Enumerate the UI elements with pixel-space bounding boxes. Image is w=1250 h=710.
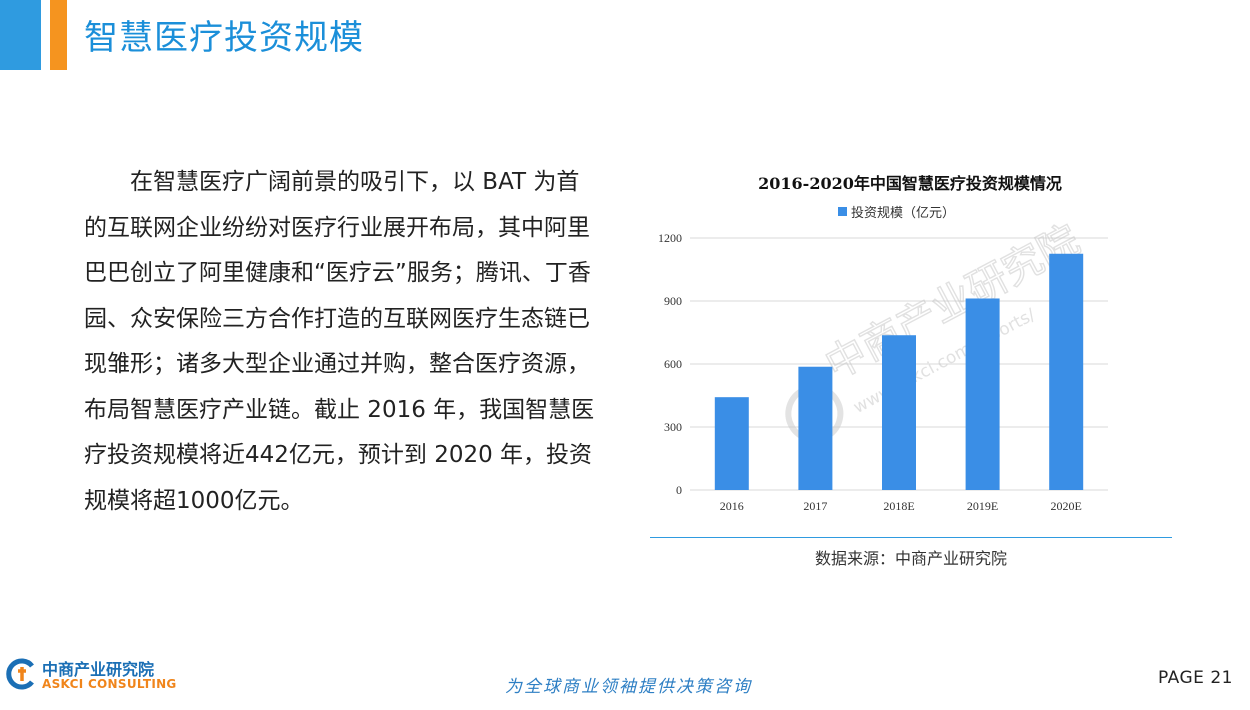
y-tick-label: 300: [664, 420, 682, 434]
x-tick-label: 2017: [803, 499, 827, 513]
bar-2017: [798, 366, 833, 490]
header-accent-orange: [50, 0, 67, 70]
source-divider: [650, 537, 1172, 538]
data-source: 数据来源：中商产业研究院: [814, 549, 1007, 568]
bar-2018E: [882, 335, 916, 490]
header-accent-blue: [0, 0, 41, 70]
page-title: 智慧医疗投资规模: [84, 18, 364, 58]
x-tick-label: 2018E: [883, 499, 914, 513]
body-paragraph: 在智慧医疗广阔前景的吸引下，以 BAT 为首的互联网企业纷纷对医疗行业展开布局，…: [84, 169, 595, 514]
bar-chart: 中商产业研究院 www.askci.com/reports/ 030060090…: [658, 220, 1108, 513]
y-tick-label: 900: [664, 294, 682, 308]
x-tick-label: 2016: [720, 499, 744, 513]
bar-2019E: [965, 298, 1000, 490]
askci-logo-icon: [6, 658, 34, 690]
y-tick-label: 1200: [658, 231, 682, 245]
bar-2016: [714, 397, 749, 490]
chart-legend: 投资规模（亿元）: [838, 202, 955, 221]
chart-title: 2016-2020年中国智慧医疗投资规模情况: [758, 174, 1062, 193]
legend-swatch: [838, 207, 847, 216]
x-tick-label: 2019E: [967, 499, 998, 513]
y-tick-label: 600: [664, 357, 682, 371]
footer-slogan: 为全球商业领袖提供决策咨询: [505, 677, 752, 697]
x-tick-label: 2020E: [1051, 499, 1082, 513]
company-logo: 中商产业研究院 ASKCI CONSULTING: [6, 656, 176, 696]
logo-text-cn: 中商产业研究院: [42, 660, 155, 679]
y-tick-label: 0: [676, 483, 682, 497]
logo-text-en: ASKCI CONSULTING: [42, 677, 177, 691]
legend-label: 投资规模（亿元）: [851, 206, 956, 221]
bar-2020E: [1049, 253, 1084, 490]
page-number: PAGE 21: [1158, 668, 1233, 688]
